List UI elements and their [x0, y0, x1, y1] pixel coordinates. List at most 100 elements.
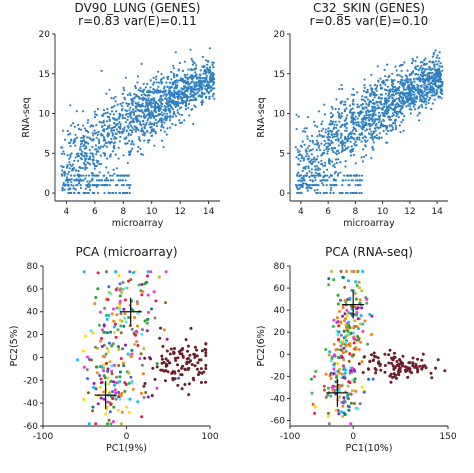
data-point: [395, 115, 398, 118]
data-point: [139, 122, 142, 125]
data-point: [416, 78, 419, 81]
data-point: [337, 107, 341, 111]
data-point: [437, 72, 441, 75]
data-point: [160, 73, 163, 76]
data-point: [190, 68, 193, 71]
data-point: [411, 57, 414, 60]
data-point: [343, 319, 346, 323]
data-point: [131, 97, 134, 100]
data-point: [94, 387, 98, 391]
data-point: [154, 110, 157, 114]
data-point: [318, 130, 321, 133]
data-point: [141, 153, 144, 156]
data-point: [91, 132, 94, 135]
data-point: [155, 91, 158, 94]
data-point: [323, 174, 327, 177]
data-point: [64, 183, 67, 186]
data-point: [129, 133, 132, 136]
data-point: [79, 128, 83, 131]
data-point: [127, 279, 130, 283]
data-point: [410, 98, 413, 101]
data-point: [338, 389, 342, 393]
data-point: [355, 144, 358, 147]
data-point: [184, 338, 188, 342]
data-point: [69, 153, 72, 156]
data-point: [170, 70, 173, 74]
data-point: [184, 102, 187, 105]
data-point: [89, 152, 92, 155]
data-point: [109, 174, 112, 177]
data-point: [322, 384, 326, 388]
data-point: [178, 113, 181, 116]
data-point: [144, 108, 147, 111]
data-point: [385, 132, 388, 135]
data-point: [61, 169, 64, 172]
data-point: [296, 174, 299, 177]
data-point: [186, 344, 190, 348]
data-point: [151, 91, 154, 94]
data-point: [130, 99, 133, 102]
data-point: [298, 187, 301, 190]
data-point: [183, 119, 186, 122]
data-point: [352, 98, 355, 101]
data-point: [362, 89, 366, 93]
data-point: [334, 152, 337, 155]
data-point: [194, 71, 197, 74]
data-point: [213, 87, 216, 90]
chart-panel-4: PCA (RNA-seq)-100 0 150-60-40-20020406080P…: [256, 245, 457, 454]
data-point: [118, 282, 122, 286]
data-point: [129, 115, 132, 118]
data-point: [108, 410, 112, 414]
data-point: [341, 184, 344, 187]
data-point: [393, 107, 396, 110]
data-point: [64, 172, 67, 175]
data-point: [364, 100, 367, 103]
data-point: [414, 108, 417, 111]
data-point: [343, 371, 347, 375]
data-point: [105, 166, 108, 169]
data-point: [115, 128, 119, 131]
data-point: [161, 123, 164, 127]
data-point: [374, 94, 377, 97]
data-point: [311, 139, 314, 142]
data-point: [424, 366, 428, 370]
data-point: [91, 159, 95, 162]
data-point: [120, 410, 124, 414]
data-point: [150, 104, 153, 107]
x-tick-label: 8: [120, 207, 126, 217]
data-point: [338, 191, 341, 195]
data-point: [75, 169, 78, 172]
data-point: [95, 150, 98, 153]
data-point: [403, 365, 407, 369]
data-point: [353, 380, 356, 384]
data-point: [154, 132, 157, 135]
data-point: [166, 359, 170, 363]
data-point: [314, 184, 317, 187]
data-point: [343, 312, 347, 316]
data-point: [165, 112, 169, 115]
data-point: [165, 97, 168, 100]
data-point: [87, 422, 91, 426]
data-point: [143, 126, 146, 129]
data-point: [350, 93, 354, 96]
data-point: [65, 166, 68, 169]
data-point: [367, 119, 370, 122]
data-point: [163, 87, 166, 90]
data-point: [190, 99, 193, 102]
x-tick-label: 12: [174, 207, 185, 217]
data-point: [436, 70, 440, 73]
data-point: [345, 270, 349, 273]
data-point: [323, 161, 327, 164]
data-point: [315, 139, 319, 142]
data-point: [159, 96, 162, 99]
data-point: [201, 99, 204, 102]
data-point: [441, 69, 444, 72]
x-tick-label: 0: [350, 432, 356, 442]
data-point: [437, 68, 441, 71]
data-point: [420, 69, 423, 72]
data-point: [376, 84, 379, 87]
data-point: [109, 113, 112, 116]
data-point: [88, 185, 91, 188]
x-tick-label: 4: [64, 207, 70, 217]
data-point: [98, 163, 101, 166]
